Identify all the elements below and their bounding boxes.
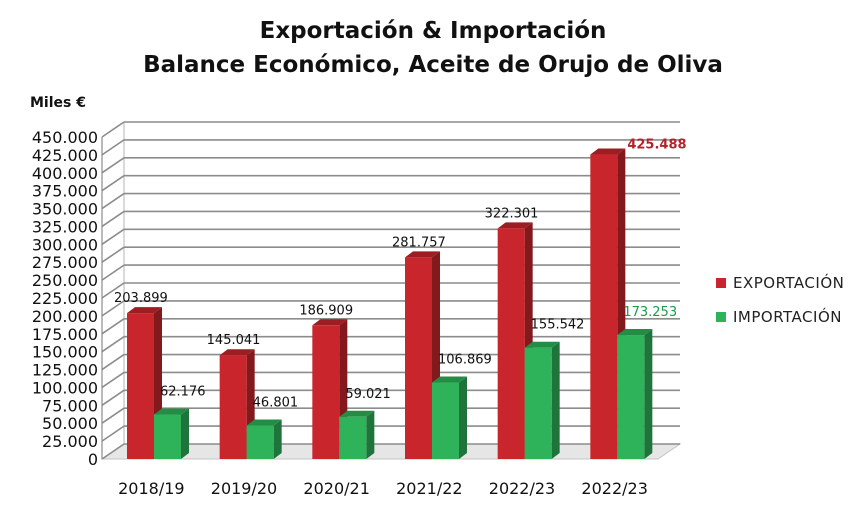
chart-subtitle: Balance Económico, Aceite de Orujo de Ol… — [143, 52, 723, 78]
x-tick-label: 2022/23 — [489, 479, 555, 498]
bar-exportacion — [219, 355, 247, 459]
x-tick-label: 2020/21 — [303, 479, 369, 498]
bar-importacion-top — [339, 410, 375, 417]
gridline-side — [101, 282, 125, 299]
bar-exportacion — [497, 228, 525, 459]
y-tick-label: 50.000 — [42, 414, 98, 433]
data-label-importacion: 46.801 — [253, 396, 299, 411]
bar-importacion-side — [644, 329, 653, 459]
bar-importacion — [339, 416, 367, 459]
gridline-side — [101, 300, 125, 317]
gridline-side — [101, 336, 125, 353]
y-axis-unit-label: Miles € — [30, 95, 86, 111]
bar-exportacion-top — [219, 349, 255, 356]
bar-importacion-side — [459, 376, 467, 459]
bar-importacion-side — [273, 419, 282, 459]
legend-item-exportacion: EXPORTACIÓN — [716, 273, 844, 293]
legend-item-importacion: IMPORTACIÓN — [716, 307, 844, 327]
y-tick-label: 200.000 — [32, 307, 98, 326]
legend-swatch-exportacion — [716, 278, 726, 288]
y-tick-label: 450.000 — [32, 128, 98, 147]
legend-label-importacion: IMPORTACIÓN — [733, 308, 842, 326]
chart-title: Exportación & Importación — [259, 18, 607, 44]
bar-importacion-side — [181, 408, 189, 459]
bar-exportacion — [590, 154, 618, 459]
y-tick-label: 300.000 — [32, 235, 98, 254]
bar-exportacion-top — [312, 319, 348, 326]
gridline-side — [101, 121, 125, 138]
y-tick-label: 250.000 — [32, 271, 98, 290]
bar-importacion-top — [154, 408, 189, 415]
data-label-exportacion: 145.041 — [207, 333, 261, 348]
data-label-importacion: 62.176 — [160, 385, 206, 400]
data-label-importacion: 106.869 — [438, 353, 492, 368]
gridline-side — [101, 228, 125, 245]
bar-importacion-side — [551, 341, 560, 459]
bar-exportacion-top — [405, 251, 440, 258]
y-tick-label: 150.000 — [32, 343, 98, 362]
gridline-side — [101, 371, 125, 389]
y-tick-label: 125.000 — [32, 361, 98, 380]
data-label-exportacion: 425.488 — [627, 138, 686, 153]
data-label-importacion: 155.542 — [531, 318, 585, 333]
y-tick-label: 425.000 — [32, 146, 98, 165]
data-label-exportacion: 322.301 — [485, 206, 539, 221]
bar-importacion-top — [524, 341, 560, 348]
bar-importacion-side — [366, 410, 375, 459]
y-tick-label: 325.000 — [32, 217, 98, 236]
bar-importacion — [617, 335, 645, 459]
gridline-side — [101, 264, 125, 281]
gridline-side — [101, 318, 125, 335]
gridline-side — [101, 389, 125, 406]
bar-importacion — [432, 382, 459, 459]
bar-exportacion-top — [590, 148, 626, 155]
gridline-side — [101, 157, 125, 174]
gridline-side — [101, 175, 125, 192]
chart-title-block: Exportación & Importación Balance Económ… — [0, 14, 866, 82]
legend-label-exportacion: EXPORTACIÓN — [733, 274, 845, 292]
data-label-exportacion: 186.909 — [299, 303, 353, 318]
bar-importacion — [154, 414, 181, 459]
y-tick-label: 225.000 — [32, 289, 98, 308]
bar-exportacion-top — [497, 222, 533, 229]
gridline-side — [101, 407, 125, 424]
bar-exportacion — [127, 313, 154, 459]
x-tick-label: 2021/22 — [396, 479, 462, 498]
y-tick-label: 400.000 — [32, 164, 98, 183]
x-tick-label: 2018/19 — [118, 479, 184, 498]
gridline-side — [101, 353, 125, 371]
y-tick-label: 100.000 — [32, 378, 98, 397]
x-tick-label: 2022/23 — [581, 479, 647, 498]
gridline-side — [101, 425, 125, 442]
bar-importacion — [524, 347, 552, 459]
bar-importacion-top — [432, 376, 467, 383]
y-tick-label: 350.000 — [32, 200, 98, 219]
y-tick-label: 175.000 — [32, 325, 98, 344]
y-tick-label: 25.000 — [42, 432, 98, 451]
data-label-importacion: 59.021 — [345, 387, 391, 402]
bar-importacion-top — [246, 419, 282, 426]
chart-legend: EXPORTACIÓN IMPORTACIÓN — [716, 273, 844, 341]
bar-exportacion-top — [127, 307, 162, 314]
data-label-importacion: 173.253 — [623, 305, 677, 320]
bar-importacion — [246, 425, 274, 459]
gridline-side — [101, 210, 125, 228]
x-tick-label: 2019/20 — [211, 479, 277, 498]
gridline-side — [101, 246, 125, 263]
bar-exportacion — [405, 257, 432, 459]
bar-exportacion — [312, 325, 340, 459]
bar-importacion-top — [617, 329, 653, 336]
gridline-side — [101, 192, 125, 210]
y-tick-label: 0 — [88, 450, 98, 469]
gridline-side — [101, 139, 125, 156]
gridline-side — [101, 443, 125, 460]
y-tick-label: 75.000 — [42, 396, 98, 415]
data-label-exportacion: 281.757 — [392, 235, 446, 250]
legend-swatch-importacion — [716, 312, 726, 322]
y-tick-label: 275.000 — [32, 253, 98, 272]
data-label-exportacion: 203.899 — [114, 291, 168, 306]
y-tick-label: 375.000 — [32, 182, 98, 201]
